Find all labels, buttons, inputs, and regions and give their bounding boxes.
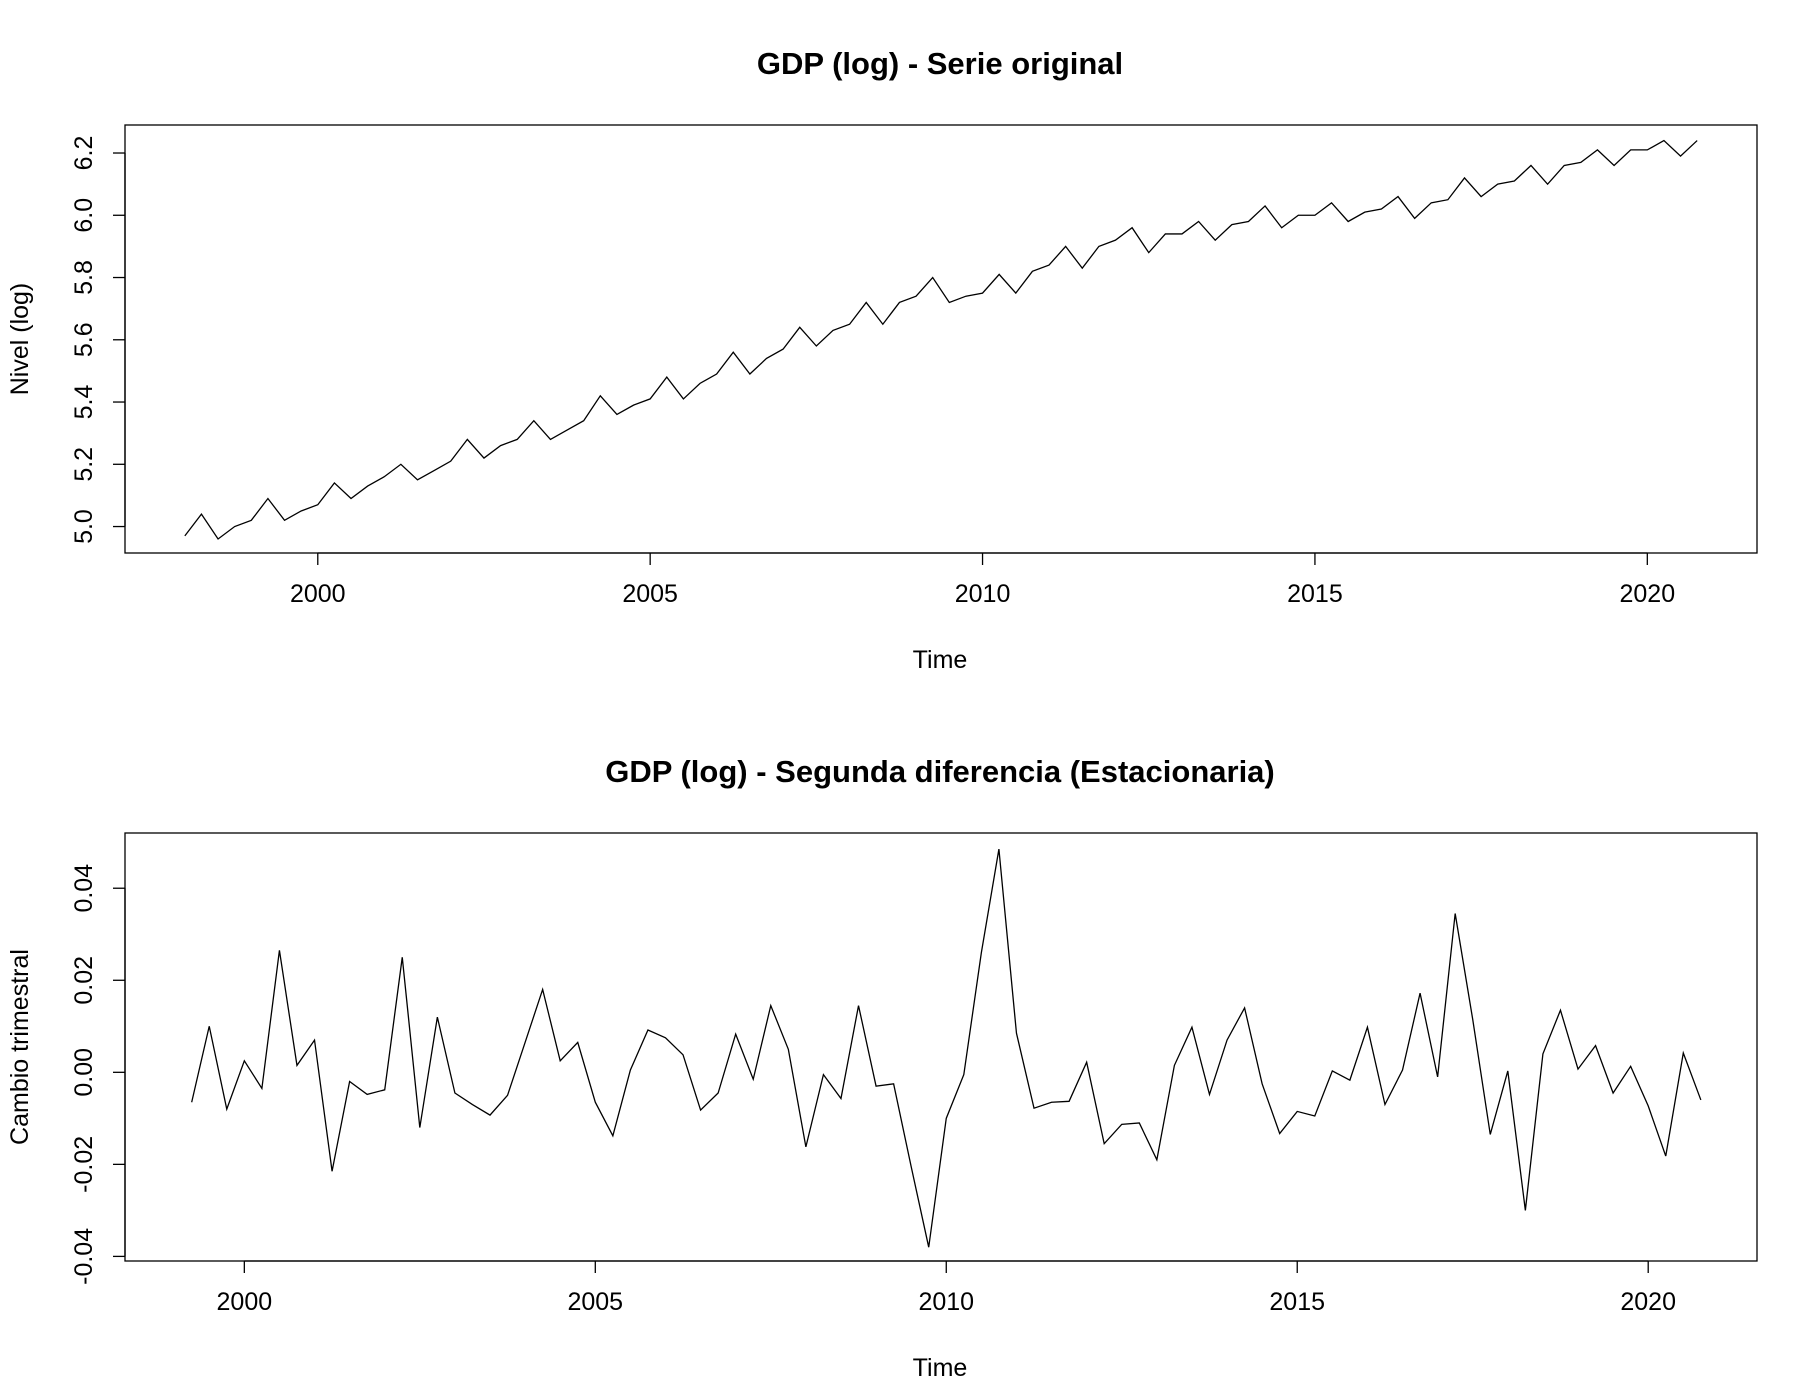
y-tick-label: 6.2 [70, 136, 98, 171]
y-tick-label: 0.02 [70, 956, 98, 1005]
x-tick-label: 2020 [1620, 580, 1676, 608]
x-tick-label: 2015 [1269, 1288, 1325, 1316]
x-axis-title: Time [913, 646, 968, 674]
y-tick-label: 5.4 [70, 385, 98, 420]
y-axis: -0.04 -0.02 0.00 0.02 0.04 [70, 864, 126, 1285]
chart-panel-second-difference: GDP (log) - Segunda diferencia (Estacion… [6, 754, 1758, 1382]
x-tick-label: 2000 [217, 1288, 273, 1316]
x-axis-title: Time [913, 1354, 968, 1382]
y-axis-title: Nivel (log) [6, 283, 34, 396]
x-tick-label: 2015 [1287, 580, 1343, 608]
y-axis: 5.0 5.2 5.4 5.6 5.8 6.0 6.2 [70, 136, 126, 544]
plot-frame [124, 832, 1758, 1262]
chart-title: GDP (log) - Serie original [757, 46, 1123, 81]
series-line [184, 139, 1698, 540]
chart-panel-original: GDP (log) - Serie original 2000 2005 2010 2… [6, 46, 1758, 674]
x-axis: 2000 2005 2010 2015 2020 [217, 1260, 1676, 1316]
y-tick-label: -0.04 [70, 1228, 98, 1285]
x-tick-label: 2010 [955, 580, 1011, 608]
y-tick-label: 0.00 [70, 1048, 98, 1097]
y-axis-title: Cambio trimestral [6, 949, 34, 1145]
y-tick-label: -0.02 [70, 1136, 98, 1193]
x-tick-label: 2010 [918, 1288, 974, 1316]
y-tick-label: 0.04 [70, 864, 98, 913]
chart-title: GDP (log) - Segunda diferencia (Estacion… [605, 754, 1275, 789]
plot-frame [124, 124, 1758, 554]
y-tick-label: 5.2 [70, 447, 98, 482]
y-tick-label: 6.0 [70, 198, 98, 233]
y-tick-label: 5.8 [70, 260, 98, 295]
series-line [191, 849, 1702, 1248]
x-tick-label: 2000 [290, 580, 346, 608]
y-tick-label: 5.0 [70, 509, 98, 544]
x-axis: 2000 2005 2010 2015 2020 [290, 552, 1676, 608]
x-tick-label: 2005 [622, 580, 678, 608]
x-tick-label: 2005 [567, 1288, 623, 1316]
x-tick-label: 2020 [1620, 1288, 1676, 1316]
y-tick-label: 5.6 [70, 322, 98, 357]
